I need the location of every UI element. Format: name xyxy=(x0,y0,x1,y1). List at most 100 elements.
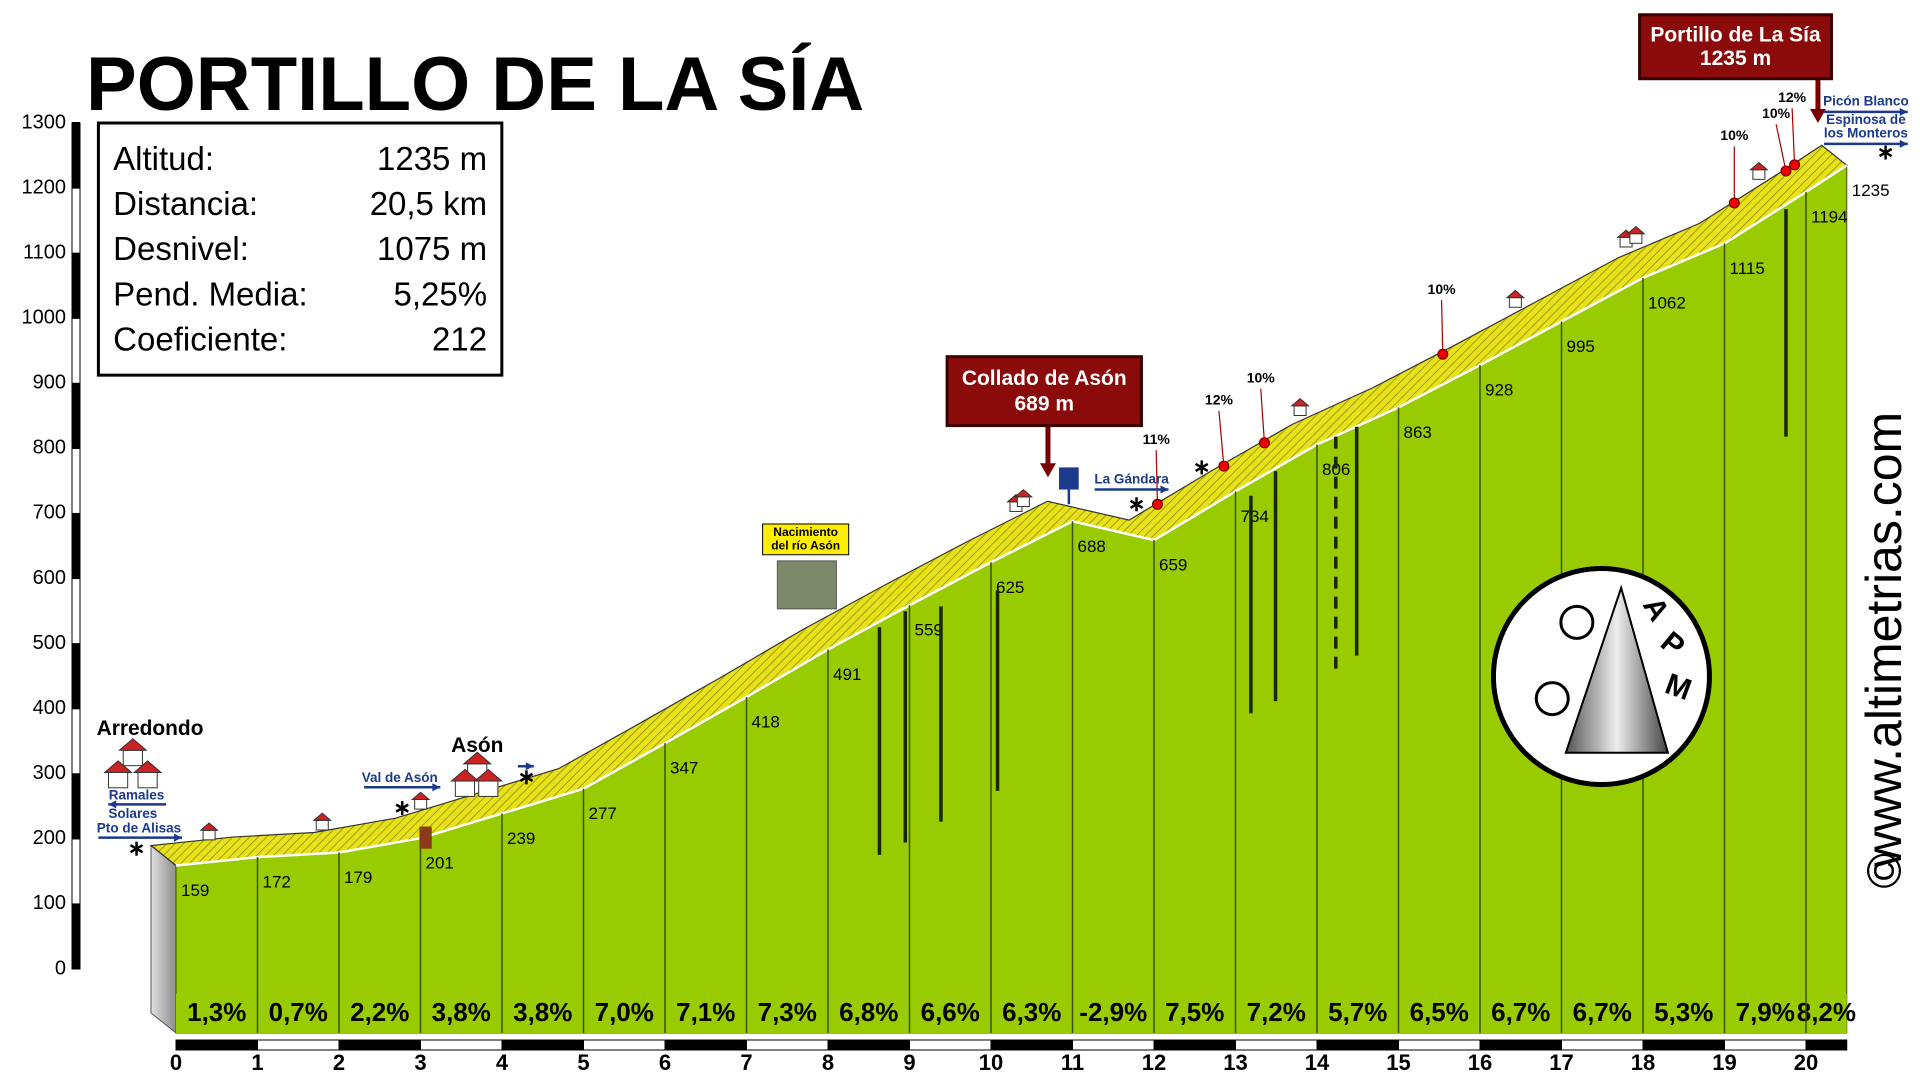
gradient-segment xyxy=(991,994,1073,1033)
gradient-segment xyxy=(1072,994,1154,1033)
x-tick-label: 19 xyxy=(1712,1050,1736,1075)
gradient-label: 6,5% xyxy=(1410,997,1469,1027)
pass-elevation: 689 m xyxy=(1014,392,1074,415)
y-tick-label: 1000 xyxy=(22,307,67,329)
house-roof xyxy=(132,760,163,773)
y-axis-segment xyxy=(71,447,81,514)
x-axis-segment xyxy=(420,1039,503,1051)
house-icon xyxy=(1016,496,1030,508)
gradient-label: 2,2% xyxy=(350,997,409,1027)
elevation-label: 347 xyxy=(670,759,698,778)
steep-stem xyxy=(1775,124,1787,172)
gradient-label: 3,8% xyxy=(432,997,491,1027)
x-tick-label: 1 xyxy=(251,1050,263,1075)
house-roof xyxy=(1505,289,1526,299)
parking-sign xyxy=(1059,467,1079,490)
x-axis-segment xyxy=(257,1039,340,1051)
star-icon xyxy=(395,803,409,813)
elevation-label: 928 xyxy=(1485,381,1513,400)
gradient-label: 6,8% xyxy=(839,997,898,1027)
elevation-label: 734 xyxy=(1241,507,1269,526)
y-tick-label: 700 xyxy=(33,502,66,524)
gradient-segment xyxy=(1480,994,1562,1033)
gradient-label: 5,7% xyxy=(1328,997,1387,1027)
direction-arrowhead xyxy=(1160,485,1169,494)
house-icon xyxy=(137,771,158,789)
x-tick-label: 5 xyxy=(577,1050,589,1075)
house-roof xyxy=(450,768,480,782)
elevation-label: 491 xyxy=(833,665,861,684)
place-label: Solares xyxy=(108,806,157,821)
stats-value: 1075 m xyxy=(377,230,487,267)
x-tick-label: 6 xyxy=(659,1050,671,1075)
note-label: Nacimiento xyxy=(773,525,838,539)
y-tick-label: 200 xyxy=(33,827,66,849)
house-icon xyxy=(122,749,143,767)
gradient-label: 7,5% xyxy=(1165,997,1224,1027)
gradient-segment xyxy=(665,994,747,1033)
gradient-segment xyxy=(1398,994,1480,1033)
side-face xyxy=(150,844,177,1035)
steep-marker xyxy=(1258,437,1270,449)
gradient-label: 6,7% xyxy=(1491,997,1550,1027)
x-tick-label: 2 xyxy=(333,1050,345,1075)
x-axis-segment xyxy=(1479,1039,1562,1051)
steep-label: 10% xyxy=(1720,127,1749,143)
x-axis-segment xyxy=(746,1039,829,1051)
steep-stem xyxy=(1155,450,1159,505)
x-axis-segment xyxy=(175,1039,258,1051)
gradient-segment xyxy=(176,994,258,1033)
elevation-label: 179 xyxy=(344,868,372,887)
x-tick-label: 11 xyxy=(1061,1050,1084,1075)
logo-wheel xyxy=(1534,681,1570,717)
elevation-label: 172 xyxy=(263,873,291,892)
gradient-label: 1,3% xyxy=(187,997,246,1027)
x-tick-label: 20 xyxy=(1794,1050,1818,1075)
gradient-label: 7,3% xyxy=(758,997,817,1027)
elevation-label: 1235 xyxy=(1852,181,1890,200)
house-icon xyxy=(315,819,329,831)
stats-value: 212 xyxy=(432,320,487,357)
gradient-label: -2,9% xyxy=(1079,997,1147,1027)
x-axis-segment xyxy=(909,1039,992,1051)
gradient-segment xyxy=(1154,994,1236,1033)
y-axis-segment xyxy=(71,382,81,449)
y-tick-label: 0 xyxy=(55,957,66,979)
steep-stem xyxy=(1260,388,1266,443)
y-tick-label: 1100 xyxy=(23,241,66,263)
star-icon xyxy=(129,844,144,854)
x-axis-segment xyxy=(338,1039,421,1051)
elevation-label: 806 xyxy=(1322,460,1350,479)
x-tick-label: 12 xyxy=(1142,1050,1166,1075)
gradient-segment xyxy=(1643,994,1725,1033)
pass-box xyxy=(1638,13,1833,81)
y-tick-label: 1300 xyxy=(22,111,67,133)
gradient-segment xyxy=(828,994,910,1033)
house-icon xyxy=(1293,405,1307,416)
direction-arrowhead xyxy=(1899,139,1908,148)
x-tick-label: 7 xyxy=(740,1050,752,1075)
star-icon xyxy=(519,772,534,782)
logo-mountain xyxy=(1564,584,1670,754)
house-icon xyxy=(107,771,129,789)
house-icon xyxy=(478,780,499,797)
gradient-label: 6,7% xyxy=(1573,997,1632,1027)
gradient-segment xyxy=(420,994,502,1033)
elevation-label: 201 xyxy=(426,854,454,873)
x-axis-segment xyxy=(1642,1039,1725,1051)
house-icon xyxy=(1629,233,1643,244)
x-axis-segment xyxy=(1072,1039,1155,1051)
house-roof xyxy=(1013,489,1034,498)
y-tick-label: 400 xyxy=(33,697,66,719)
x-axis-segment xyxy=(990,1039,1073,1051)
gradient-segment xyxy=(257,994,339,1033)
stats-value: 5,25% xyxy=(394,275,488,312)
x-axis-segment xyxy=(1235,1039,1318,1051)
y-axis-segment xyxy=(71,317,81,384)
logo-wheel xyxy=(1559,604,1595,640)
stats-value: 1235 m xyxy=(377,140,487,177)
x-tick-label: 16 xyxy=(1468,1050,1492,1075)
x-tick-label: 15 xyxy=(1386,1050,1410,1075)
gradient-label: 3,8% xyxy=(513,997,572,1027)
